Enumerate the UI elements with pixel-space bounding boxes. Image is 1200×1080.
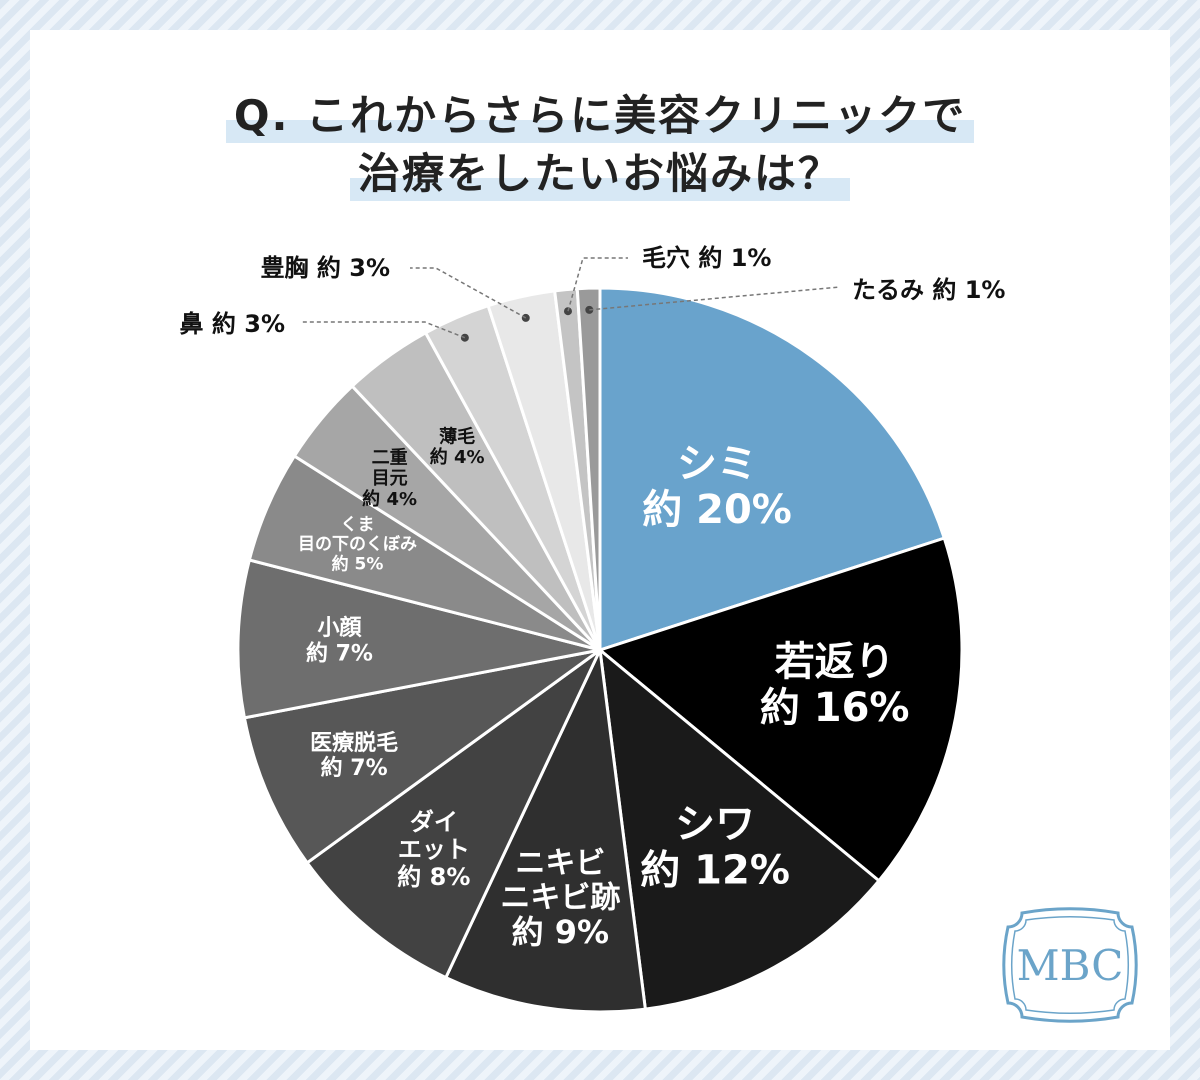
pie-slice <box>598 286 946 652</box>
pie-slices <box>236 286 964 1014</box>
callout-line <box>300 321 466 339</box>
slice-label: 目の下のくぼみ <box>298 535 417 555</box>
callout-line <box>410 267 527 319</box>
slice-label: くま <box>340 515 374 535</box>
pie-callouts: 鼻 約 3% 豊胸 約 3% 毛穴 約 1% たるみ 約 1% <box>180 244 1005 342</box>
slice-label: シミ <box>677 441 757 487</box>
slice-value-label: 約 7% <box>321 755 388 781</box>
slice-label: ニキビ <box>515 846 605 881</box>
slice-value-label: 約 20% <box>642 487 792 533</box>
slice-label: 若返り <box>775 639 895 685</box>
logo-badge-inner-icon <box>1010 915 1130 1015</box>
callout-line <box>567 257 628 312</box>
pie-slice <box>236 558 602 720</box>
callout-label: 豊胸 約 3% <box>261 254 390 282</box>
callout-label: 毛穴 約 1% <box>642 244 771 272</box>
pie-slice <box>598 648 881 1011</box>
slice-label: 二重 <box>372 446 408 468</box>
logo-text: MBC <box>1017 941 1124 990</box>
pie-slice <box>305 648 602 980</box>
logo-badge-icon <box>1002 907 1138 1023</box>
slice-label: シワ <box>675 801 755 847</box>
chart-title-line-1: Q. これからさらに美容クリニックで <box>0 82 1200 143</box>
slice-label: 小顔 <box>317 615 362 641</box>
slice-value-label: 約 8% <box>397 863 470 891</box>
callout-label: 鼻 約 3% <box>180 310 285 338</box>
slice-value-label: 約 4% <box>362 488 417 510</box>
callout-label: たるみ 約 1% <box>852 276 1005 304</box>
slice-value-label: 約 9% <box>512 913 609 951</box>
slice-label: 医療脱毛 <box>310 730 398 756</box>
slice-label: エット <box>398 835 470 863</box>
chart-title-line-2: 治療をしたいお悩みは？ <box>0 140 1200 201</box>
pie-slice <box>444 648 647 1014</box>
slice-label: 目元 <box>372 468 408 489</box>
slice-value-label: 約 5% <box>332 553 384 574</box>
pie-slice <box>575 286 602 652</box>
slice-label: ニキビ跡 <box>500 880 620 915</box>
slice-label: 薄毛 <box>439 426 475 448</box>
slice-value-label: 約 7% <box>306 641 373 667</box>
slice-value-label: 約 12% <box>640 847 790 893</box>
pie-slice <box>242 648 602 865</box>
mbc-logo: MBC <box>1002 907 1138 1023</box>
slice-label: ダイ <box>410 808 458 836</box>
pie-slice <box>598 536 964 883</box>
slice-value-label: 約 16% <box>760 685 910 731</box>
slice-value-label: 約 4% <box>430 446 485 468</box>
